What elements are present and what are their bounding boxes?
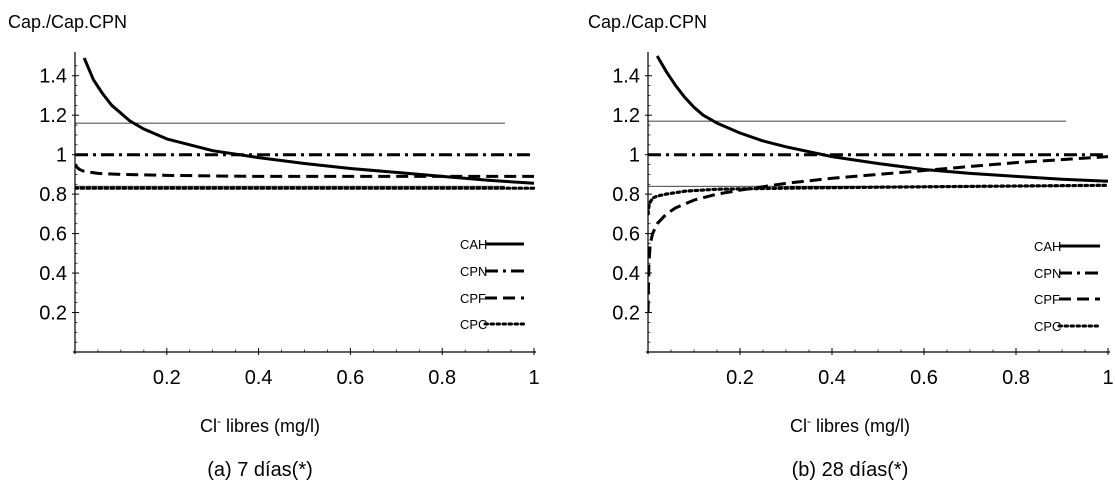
x-tick-label: 0.6 bbox=[336, 367, 364, 389]
y-tick-label: 0.2 bbox=[39, 303, 67, 325]
y-tick-label: 1 bbox=[629, 145, 640, 167]
legend-label-cpc: CPC bbox=[460, 317, 487, 332]
y-axis-label: Cap./Cap.CPN bbox=[8, 12, 127, 32]
y-tick-label: 1 bbox=[56, 145, 67, 167]
y-tick-label: 1.4 bbox=[612, 66, 640, 88]
y-tick-label: 1.2 bbox=[612, 105, 640, 127]
y-tick-label: 1.4 bbox=[39, 66, 67, 88]
legend-label-cah: CAH bbox=[460, 237, 487, 252]
x-tick-label: 0.6 bbox=[910, 367, 938, 389]
legend-label-cpc: CPC bbox=[1034, 319, 1061, 334]
chart-panel-a: Cap./Cap.CPN 0.2 0.4 0.6 0.8 1 1.2 1.4 0.2 0.4 0.6… bbox=[8, 12, 540, 481]
series-line-cah bbox=[655, 55, 1109, 183]
x-tick-label: 0.8 bbox=[428, 367, 456, 389]
x-tick-label: 1 bbox=[1102, 367, 1113, 389]
x-tick-label: 0.4 bbox=[245, 367, 273, 389]
x-axis-label-main: Cl bbox=[790, 416, 807, 436]
y-tick-label: 0.4 bbox=[39, 263, 67, 285]
y-tick-label: 0.4 bbox=[612, 263, 640, 285]
y-tick-label: 0.6 bbox=[39, 224, 67, 246]
legend-label-cpn: CPN bbox=[460, 264, 487, 279]
x-axis-label-sup: - bbox=[807, 414, 811, 428]
legend-label-cpf: CPF bbox=[460, 291, 486, 306]
series-line-cpc bbox=[648, 183, 1110, 216]
y-tick-label: 0.6 bbox=[612, 224, 640, 246]
x-axis-label-sup: - bbox=[217, 414, 221, 428]
chart-panel-b: Cap./Cap.CPN 0.2 0.4 0.6 0.8 1 1.2 1.4 0.2 0.4 0.6… bbox=[588, 12, 1114, 481]
x-tick-label: 0.2 bbox=[153, 367, 181, 389]
y-tick-label: 1.2 bbox=[39, 105, 67, 127]
x-tick-label: 1 bbox=[528, 367, 539, 389]
x-axis-label-main: Cl bbox=[200, 416, 217, 436]
series-line-cah bbox=[82, 57, 535, 185]
x-axis-label: Cl- libres (mg/l) bbox=[790, 414, 910, 436]
x-tick-label: 0.2 bbox=[726, 367, 754, 389]
y-tick-label: 0.8 bbox=[612, 184, 640, 206]
panel-caption: (a) 7 días(*) bbox=[207, 459, 313, 481]
x-axis-label-rest: libres (mg/l) bbox=[221, 416, 320, 436]
legend-label-cpf: CPF bbox=[1034, 292, 1060, 307]
x-tick-label: 0.4 bbox=[818, 367, 846, 389]
panel-caption: (b) 28 días(*) bbox=[792, 459, 909, 481]
legend-label-cah: CAH bbox=[1034, 239, 1061, 254]
series-line-cpf bbox=[648, 155, 1109, 313]
x-tick-label: 0.8 bbox=[1002, 367, 1030, 389]
y-tick-label: 0.2 bbox=[612, 303, 640, 325]
x-axis-label: Cl- libres (mg/l) bbox=[200, 414, 320, 436]
y-axis-label: Cap./Cap.CPN bbox=[588, 12, 707, 32]
series-line-cpf bbox=[75, 163, 534, 178]
legend-label-cpn: CPN bbox=[1034, 266, 1061, 281]
y-tick-label: 0.8 bbox=[39, 184, 67, 206]
x-axis-label-rest: libres (mg/l) bbox=[811, 416, 910, 436]
